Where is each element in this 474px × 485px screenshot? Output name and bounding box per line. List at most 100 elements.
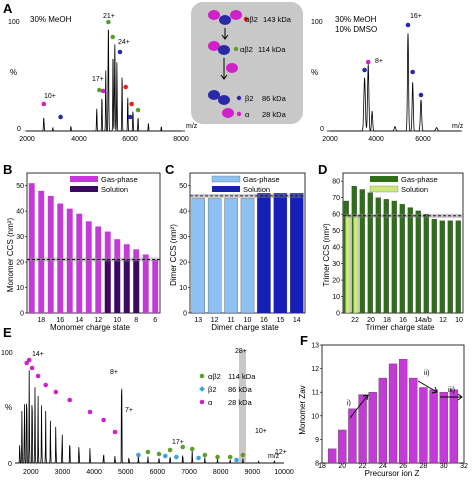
panel-a-xtick-left-1: 4000 xyxy=(71,136,87,143)
schematic-beta-4 xyxy=(218,95,230,105)
panel-e-legend-mass-1: 86 kDa xyxy=(228,385,253,394)
schematic-mass-2: 86 kDa xyxy=(262,94,287,103)
panel-a-dot-b2 xyxy=(128,114,133,120)
panel-e-dot-alpha-5 xyxy=(53,389,59,395)
panel-f-bar-27 xyxy=(409,377,418,464)
schematic-dot-beta xyxy=(236,95,242,101)
panel-a-ytick-right-top: 100 xyxy=(311,19,323,26)
panel-d-xtick-3: 16 xyxy=(399,317,407,324)
panel-f-bar-20 xyxy=(338,429,347,464)
panel-e-dot-green-8 xyxy=(240,452,246,458)
panel-f-xtick-7: 32 xyxy=(460,463,468,470)
bar-gas-phase-12 xyxy=(95,226,102,313)
panel-f-bar-29 xyxy=(429,389,438,464)
panel-e-legend-species-1: β2 xyxy=(208,385,217,394)
panel-e-dot-cyan-1 xyxy=(163,453,168,459)
panel-d: 0 10 20 30 40 50 60 70 80 22 20 18 16 14a/b 12 10 Trime… xyxy=(322,172,464,332)
panel-e-highlight xyxy=(239,350,246,462)
panel-a-dot-r2 xyxy=(129,101,134,107)
panel-f-bar-22 xyxy=(358,394,367,464)
panel-f-ytick-1: 9 xyxy=(315,437,319,444)
panel-letter-d: D xyxy=(318,162,327,177)
panel-e-legend-dot-cyan xyxy=(199,386,205,392)
panel-b-xtick-5: 8 xyxy=(134,317,138,324)
panel-d-plot: 0 10 20 30 40 50 60 70 80 22 20 18 16 14a/b 12 10 xyxy=(332,172,464,324)
panel-f-xtick-1: 20 xyxy=(338,463,346,470)
panel-e-legend-mass-0: 114 kDa xyxy=(228,372,256,381)
panel-f-arrowhead-i xyxy=(362,394,369,401)
panel-e-dot-green-2 xyxy=(167,447,173,453)
panel-f-ytick-5: 13 xyxy=(311,343,319,350)
panel-c-xtick-2: 11 xyxy=(227,317,234,324)
panel-e-peak-17: 17+ xyxy=(172,439,184,446)
panel-a-schematic xyxy=(208,10,249,118)
panel-e-dot-green-0 xyxy=(145,449,151,455)
panel-b-xtick-0: 18 xyxy=(37,317,45,324)
panel-e-xtick-1: 3000 xyxy=(55,469,71,476)
panel-e-ylabel: % xyxy=(5,403,12,412)
panel-f-xtick-6: 30 xyxy=(440,463,448,470)
schematic-species-0: αβ2 xyxy=(245,15,258,24)
panel-e-peak-12: 12+ xyxy=(275,449,287,456)
panel-letter-b: B xyxy=(3,162,12,177)
panel-f-xtick-0: 18 xyxy=(318,463,326,470)
bar-gas-phase-13 xyxy=(85,221,92,313)
panel-a-dot-10 xyxy=(41,101,47,107)
panel-f-arrowhead-ii xyxy=(431,386,438,394)
panel-a-ytick-left-top: 100 xyxy=(8,19,20,26)
panel-e-xticks: 2000 3000 4000 5000 6000 7000 8000 9000 10000 xyxy=(23,469,294,476)
panel-b: 0 10 20 30 40 50 18 16 14 12 10 8 6 Monomer CCS (nm²… xyxy=(6,172,161,332)
panel-a-ylabel-right: % xyxy=(311,68,318,77)
panel-e-legend-dot-green xyxy=(199,373,205,379)
panel-c-ytick-4: 40 xyxy=(179,209,187,216)
panel-e-dot-cyan-4 xyxy=(234,457,239,463)
bar-gas-phase-16 xyxy=(399,204,405,314)
panel-d-xtick-1: 20 xyxy=(367,317,375,324)
panel-f-ytick-2: 10 xyxy=(311,413,319,420)
bar-gas-phase-7 xyxy=(142,254,149,313)
panel-e-ytick-bottom: 0 xyxy=(8,461,12,468)
panel-e-dot-green-4 xyxy=(189,446,195,452)
bar-gas-phase-20 xyxy=(367,192,373,314)
panel-e-dot-alpha-0 xyxy=(24,360,30,366)
panel-c-legend-sol: Solution xyxy=(243,185,270,194)
panel-e-legend-mass-2: 28 kDa xyxy=(228,398,253,407)
schematic-alpha-1 xyxy=(208,10,220,20)
panel-f: 8 9 10 11 12 13 18 20 22 24 26 28 30 32 Monomer Zav P… xyxy=(298,343,468,479)
panel-f-arrowhead-iii xyxy=(457,393,463,401)
schematic-beta-1 xyxy=(219,15,231,25)
bar-solution-10 xyxy=(114,259,121,313)
panel-a-annotation-left: 30% MeOH xyxy=(30,15,72,24)
panel-e-dot-alpha-2 xyxy=(29,365,35,371)
panel-f-ylabel: Monomer Zav xyxy=(298,385,307,434)
panel-f-arrow-ii xyxy=(417,380,438,393)
panel-f-bar-28 xyxy=(419,387,428,464)
panel-e-dot-cyan-2 xyxy=(174,454,179,460)
panel-c-plot: 0 10 20 30 40 50 13 12 11 10 16 15 14 xyxy=(179,172,306,324)
panel-e-xtick-7: 9000 xyxy=(245,469,261,476)
bar-gas-phase-18 xyxy=(38,190,45,313)
bar-gas-phase-16 xyxy=(57,203,64,313)
bar-gas-phase-11 xyxy=(447,220,453,314)
panel-a-ylabel: % xyxy=(10,68,17,77)
schematic-arrowhead-1 xyxy=(221,34,229,40)
panel-a: 30% MeOH % m/z 100 0 2000 4000 6000 8000… xyxy=(8,2,464,143)
panel-letter-f: F xyxy=(300,333,308,348)
panel-f-bar-24 xyxy=(378,377,388,464)
panel-d-xlabel: Trimer charge state xyxy=(365,323,435,332)
panel-d-legend-swatch-sol xyxy=(369,185,399,193)
panel-e-dot-alpha-8 xyxy=(101,417,106,423)
panel-a-peak-21: 21+ xyxy=(103,13,115,20)
panel-a-peak-17: 17+ xyxy=(92,76,104,83)
panel-b-legend-swatch-gas xyxy=(70,176,98,182)
panel-c: 0 10 20 30 40 50 13 12 11 10 16 15 14 Dimer CCS (nm²… xyxy=(169,172,306,332)
panel-f-plot: 8 9 10 11 12 13 18 20 22 24 26 28 30 32 xyxy=(311,343,468,471)
schematic-dot-alpha xyxy=(236,111,242,117)
schematic-alpha-free xyxy=(226,63,238,73)
panel-b-plot: 0 10 20 30 40 50 18 16 14 12 10 8 6 xyxy=(16,172,161,324)
panel-e-dot-green-6 xyxy=(215,454,220,460)
panel-a-right-dot-0 xyxy=(362,67,367,73)
panel-e-peak-10: 10+ xyxy=(255,428,267,435)
panel-e-dot-cyan-0 xyxy=(136,452,141,458)
